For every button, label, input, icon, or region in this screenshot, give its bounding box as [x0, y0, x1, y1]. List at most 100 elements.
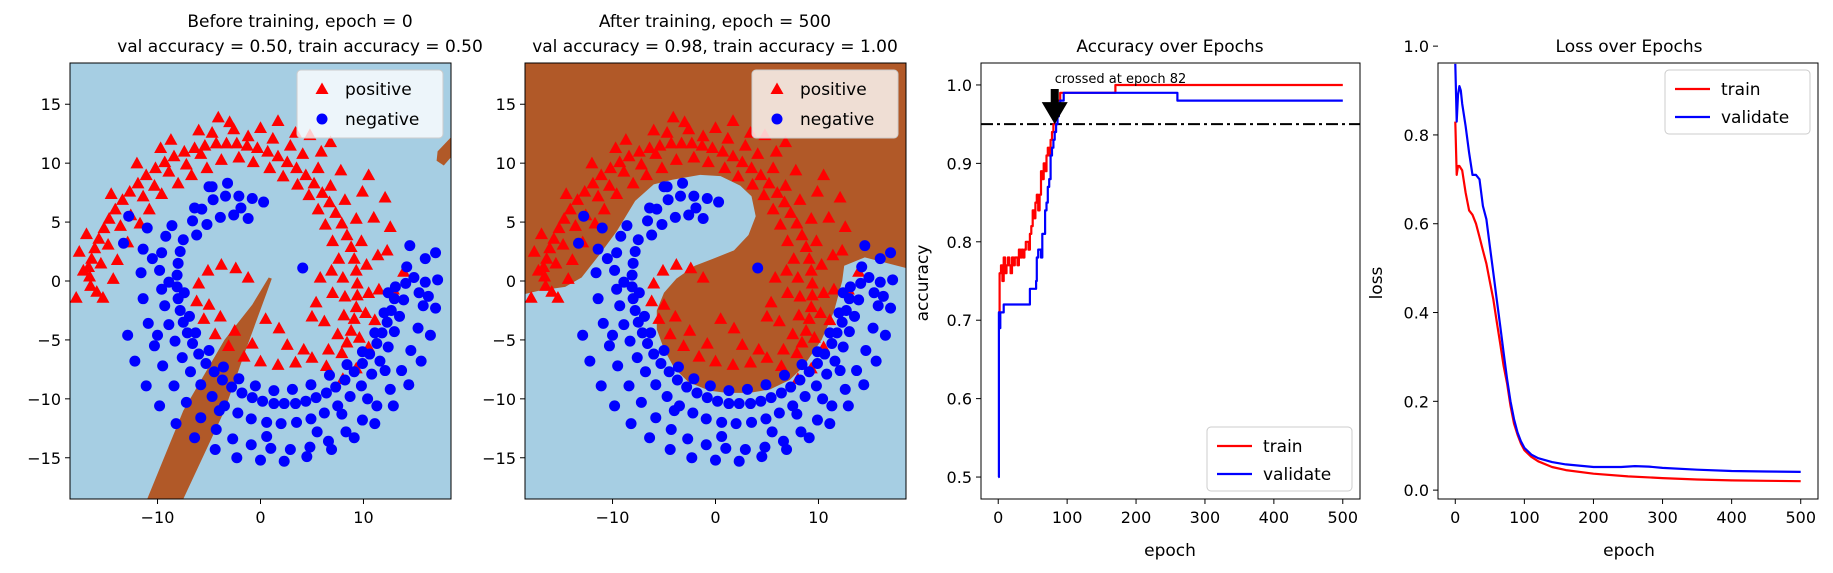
negative-point	[879, 329, 891, 341]
negative-point	[177, 234, 189, 246]
negative-point	[190, 327, 202, 339]
negative-point	[681, 381, 693, 393]
positive-point	[380, 243, 394, 256]
positive-point	[271, 149, 285, 162]
negative-point	[378, 307, 390, 319]
negative-point	[642, 215, 654, 227]
positive-point	[334, 163, 348, 176]
positive-point	[774, 359, 788, 372]
negative-point	[664, 444, 676, 456]
negative-point	[829, 355, 841, 367]
negative-point	[206, 390, 218, 402]
negative-point	[766, 426, 778, 438]
x-axis-label: epoch	[1603, 541, 1655, 561]
negative-point	[690, 202, 702, 214]
chart-title-line-2: val accuracy = 0.50, train accuracy = 0.…	[117, 37, 483, 57]
negative-point	[148, 340, 160, 352]
positive-point	[232, 150, 246, 163]
negative-point	[811, 346, 823, 358]
positive-point	[311, 161, 325, 174]
negative-point	[304, 441, 316, 453]
negative-point	[163, 319, 175, 331]
positive-point	[214, 153, 228, 165]
negative-point	[597, 317, 609, 329]
negative-point	[639, 366, 651, 378]
positive-point	[321, 342, 335, 355]
positive-point	[197, 312, 211, 324]
positive-point	[200, 161, 214, 174]
legend-validate-label: validate	[1263, 465, 1331, 485]
negative-point	[246, 193, 258, 205]
positive-point	[110, 253, 124, 265]
negative-point	[826, 337, 838, 349]
negative-point	[868, 287, 880, 299]
y-tick-label: 10	[41, 154, 61, 173]
positive-point	[177, 144, 191, 157]
positive-point	[305, 351, 319, 363]
positive-point	[271, 358, 285, 370]
positive-point	[329, 206, 343, 218]
negative-point	[432, 274, 444, 286]
negative-point	[785, 381, 797, 393]
x-tick-label: 10	[353, 508, 373, 527]
legend-negative-label: negative	[800, 110, 874, 130]
negative-point	[232, 407, 244, 419]
negative-point	[189, 202, 201, 214]
negative-point	[781, 444, 793, 456]
positive-point	[349, 263, 363, 276]
negative-point	[384, 383, 396, 395]
negative-point	[612, 360, 624, 372]
positive-point	[338, 289, 352, 302]
x-tick-label: 500	[1785, 508, 1816, 527]
negative-point	[142, 317, 154, 329]
negative-point	[174, 304, 186, 316]
positive-point	[738, 138, 752, 151]
negative-point	[118, 237, 130, 249]
positive-point	[201, 263, 215, 276]
positive-point	[202, 298, 216, 310]
negative-point	[669, 211, 681, 223]
positive-point	[613, 155, 627, 168]
positive-point	[540, 252, 554, 264]
positive-point	[773, 217, 787, 230]
negative-point	[257, 395, 269, 407]
positive-point	[324, 179, 338, 191]
x-axis-label: epoch	[1144, 541, 1196, 561]
negative-point	[310, 392, 322, 404]
positive-point	[94, 256, 108, 269]
negative-point	[369, 327, 381, 339]
negative-point	[330, 381, 342, 393]
positive-point	[194, 147, 208, 159]
negative-point	[632, 234, 644, 246]
negative-point	[686, 452, 698, 464]
negative-point	[219, 190, 231, 202]
positive-point	[283, 138, 297, 151]
negative-point	[739, 444, 751, 456]
y-tick-label: 0.8	[1404, 126, 1429, 145]
negative-point	[760, 413, 772, 425]
negative-point	[646, 229, 658, 241]
negative-point	[626, 269, 638, 281]
positive-point	[777, 195, 791, 208]
positive-point	[211, 110, 225, 123]
positive-point	[826, 248, 840, 261]
negative-point	[255, 454, 266, 466]
negative-point	[430, 302, 442, 314]
negative-point	[318, 407, 330, 419]
positive-point	[701, 155, 715, 168]
positive-point	[652, 312, 666, 324]
legend-negative-marker	[316, 113, 328, 125]
positive-point	[136, 189, 150, 202]
negative-point	[636, 327, 648, 339]
positive-point	[340, 228, 354, 241]
positive-point	[104, 187, 118, 199]
y-tick-label: 0.2	[1404, 392, 1429, 411]
negative-point	[720, 442, 732, 454]
negative-point	[874, 276, 886, 288]
negative-point	[716, 416, 728, 428]
negative-point	[268, 398, 280, 410]
positive-point	[545, 285, 559, 297]
negative-point	[635, 396, 647, 408]
positive-point	[338, 193, 352, 205]
loss-over-epochs-chart: Loss over Epochs epoch loss 0 100 200 300 40…	[1367, 37, 1819, 561]
